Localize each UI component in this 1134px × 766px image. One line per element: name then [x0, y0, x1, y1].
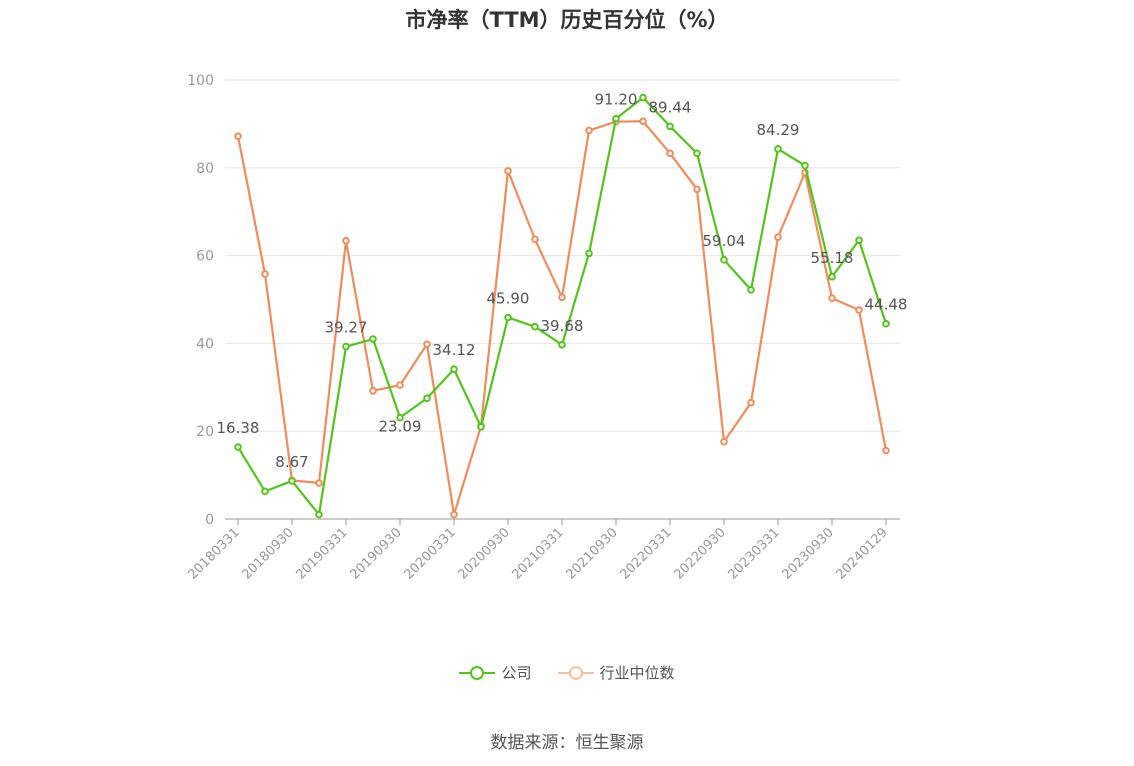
- point-industry: [531, 235, 539, 244]
- series-line-company: [237, 96, 888, 516]
- data-label: 89.44: [649, 98, 692, 116]
- legend-item-industry[interactable]: 行业中位数: [557, 662, 675, 683]
- point-company: [261, 487, 269, 496]
- chart-title: 市净率（TTM）历史百分位（%）: [405, 8, 729, 32]
- x-tick-label: 20180930: [239, 525, 296, 582]
- point-industry: [558, 293, 566, 302]
- point-industry: [639, 117, 647, 126]
- point-company: [369, 335, 377, 343]
- point-company: [666, 122, 674, 131]
- x-tick-label: 20230930: [779, 525, 836, 582]
- data-label: 84.29: [757, 121, 800, 139]
- data-label: 55.18: [811, 249, 854, 267]
- point-industry: [828, 294, 836, 302]
- point-industry: [261, 270, 269, 278]
- point-industry: [450, 510, 458, 519]
- data-label: 34.12: [433, 341, 476, 359]
- point-industry: [855, 306, 863, 314]
- data-label: 91.20: [595, 91, 638, 109]
- point-company: [801, 161, 809, 170]
- data-label: 44.48: [865, 296, 908, 314]
- point-industry: [585, 126, 593, 135]
- point-industry: [882, 446, 890, 455]
- point-industry: [774, 233, 782, 241]
- data-label: 8.67: [275, 453, 308, 471]
- point-industry: [396, 381, 404, 389]
- point-company: [639, 93, 647, 102]
- data-label: 23.09: [379, 418, 422, 436]
- x-tick-label: 20190930: [347, 525, 404, 582]
- y-tick-label: 80: [196, 161, 214, 177]
- x-tick-label: 20200331: [401, 525, 458, 582]
- x-tick-label: 20220930: [671, 525, 728, 582]
- x-tick-label: 20240129: [833, 525, 890, 582]
- point-company: [288, 477, 296, 485]
- x-tick-label: 20230331: [725, 525, 782, 582]
- y-tick-label: 60: [196, 249, 214, 265]
- point-company: [423, 394, 431, 403]
- point-industry: [504, 167, 512, 175]
- point-company: [396, 413, 404, 422]
- point-industry: [720, 437, 728, 446]
- chart-plot: 0 20 40 60 80 100 2018033120180930201903312019…: [185, 73, 908, 583]
- label-layer: 16.38 8.67 39.27 23.09 34.12 45.90 39.68 91.20 8…: [217, 91, 908, 471]
- legend-item-company[interactable]: 公司: [459, 662, 532, 683]
- y-tick-label: 40: [196, 336, 214, 352]
- point-company: [774, 145, 782, 153]
- point-company: [882, 319, 890, 328]
- point-company: [504, 313, 512, 322]
- y-tick-label: 20: [196, 424, 214, 440]
- point-industry: [342, 236, 350, 245]
- point-company: [612, 114, 620, 123]
- point-company: [558, 341, 566, 349]
- point-company: [585, 249, 593, 258]
- point-company: [342, 342, 350, 351]
- legend: 公司 行业中位数: [0, 662, 1134, 683]
- point-company: [747, 286, 755, 294]
- point-industry: [693, 185, 701, 194]
- legend-industry-icon: [557, 665, 594, 680]
- x-tick-label: 20220331: [617, 525, 674, 582]
- source-note: 数据来源：恒生聚源: [490, 733, 644, 753]
- series-layer: [234, 93, 890, 519]
- x-tick-label: 20200930: [455, 525, 512, 582]
- x-tick-label: 20190331: [293, 525, 350, 582]
- point-company: [450, 365, 458, 374]
- point-company: [693, 149, 701, 158]
- x-tick-label: 20180331: [185, 525, 242, 582]
- data-label: 16.38: [217, 419, 260, 437]
- point-company: [477, 423, 485, 431]
- data-label: 59.04: [703, 232, 746, 250]
- point-industry: [315, 479, 323, 487]
- point-company: [828, 272, 836, 281]
- point-industry: [747, 398, 755, 407]
- x-tick-label: 20210930: [563, 525, 620, 582]
- legend-company-label: 公司: [501, 664, 532, 682]
- point-company: [234, 443, 242, 451]
- point-industry: [666, 149, 674, 158]
- point-company: [315, 510, 323, 519]
- point-industry: [369, 387, 377, 395]
- point-company: [531, 322, 539, 331]
- point-company: [720, 256, 728, 264]
- data-label: 39.68: [541, 317, 584, 335]
- point-industry: [423, 340, 431, 349]
- legend-company-icon: [459, 665, 496, 680]
- x-tick-label: 20210331: [509, 525, 566, 582]
- data-label: 39.27: [325, 319, 368, 337]
- data-label: 45.90: [487, 289, 530, 307]
- y-tick-label: 0: [205, 512, 214, 528]
- point-company: [855, 236, 863, 245]
- point-industry: [234, 132, 242, 140]
- y-tick-label: 100: [187, 73, 214, 89]
- legend-industry-label: 行业中位数: [599, 664, 675, 682]
